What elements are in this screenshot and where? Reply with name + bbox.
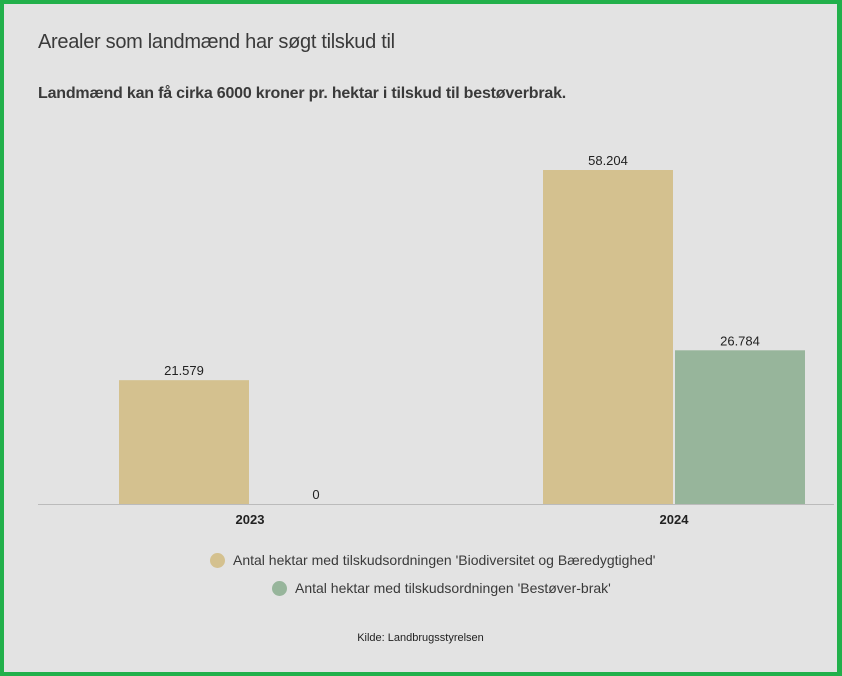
source-note: Kilde: Landbrugsstyrelsen — [357, 632, 484, 644]
data-label: 26.784 — [720, 333, 760, 348]
bar-chart: 21.579 0 2023 58.204 26.784 2024 — [38, 153, 834, 527]
legend-item-biodiversitet[interactable]: Antal hektar med tilskudsordningen 'Biod… — [210, 552, 655, 568]
bar — [119, 380, 249, 504]
legend-label: Antal hektar med tilskudsordningen 'Best… — [295, 580, 611, 596]
data-label: 58.204 — [588, 153, 628, 168]
legend-swatch — [210, 552, 225, 568]
bar — [543, 170, 673, 504]
x-tick-label: 2023 — [236, 512, 265, 527]
data-label: 0 — [312, 487, 319, 502]
legend-swatch — [272, 580, 287, 596]
legend-item-bestoever-brak[interactable]: Antal hektar med tilskudsordningen 'Best… — [272, 580, 611, 596]
data-label: 21.579 — [164, 363, 204, 378]
chart-card: Arealer som landmænd har søgt tilskud ti… — [4, 4, 837, 672]
chart-subtitle: Landmænd kan få cirka 6000 kroner pr. he… — [38, 85, 567, 102]
x-tick-label: 2024 — [660, 512, 690, 527]
chart-title: Arealer som landmænd har søgt tilskud ti… — [38, 31, 395, 53]
legend-label: Antal hektar med tilskudsordningen 'Biod… — [233, 552, 656, 568]
bar — [675, 350, 805, 504]
